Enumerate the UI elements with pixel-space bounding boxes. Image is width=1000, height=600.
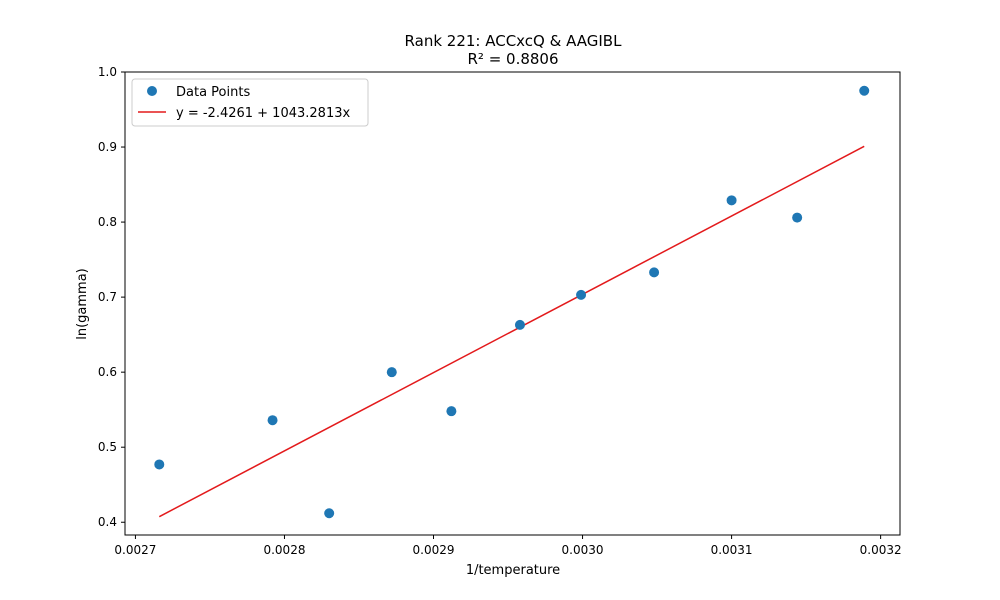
x-tick-label: 0.0032 (860, 543, 902, 557)
y-tick-label: 0.5 (98, 440, 117, 454)
y-tick-label: 0.8 (98, 215, 117, 229)
x-tick-label: 0.0027 (114, 543, 156, 557)
x-axis-ticks: 0.0027 0.0028 0.0029 0.0030 0.0031 0.0032 (114, 535, 902, 557)
plot-marks (154, 85, 870, 519)
fit-line (158, 145, 865, 518)
chart-title: Rank 221: ACCxcQ & AAGIBL (405, 32, 623, 50)
legend-box (131, 78, 369, 127)
y-tick-label: 0.7 (98, 290, 117, 304)
y-axis-label: ln(gamma) (75, 268, 90, 340)
legend-scatter-marker (147, 86, 157, 96)
data-point (514, 319, 525, 330)
y-tick-label: 0.6 (98, 365, 117, 379)
y-tick-label: 0.9 (98, 140, 117, 154)
x-axis-label: 1/temperature (466, 563, 560, 578)
data-point (649, 267, 660, 278)
data-point (792, 212, 803, 223)
x-tick-label: 0.0029 (413, 543, 455, 557)
data-point (576, 289, 587, 300)
legend-label-data-points: Data Points (176, 85, 250, 100)
legend-label-fit-line: y = -2.4261 + 1043.2813x (176, 106, 350, 121)
x-tick-label: 0.0031 (711, 543, 753, 557)
legend: Data Points y = -2.4261 + 1043.2813x (131, 78, 369, 127)
data-point (386, 367, 397, 378)
y-axis-ticks: 0.4 0.5 0.6 0.7 0.8 0.9 1.0 (98, 65, 125, 529)
chart-subtitle: R² = 0.8806 (467, 50, 558, 68)
x-tick-label: 0.0030 (562, 543, 604, 557)
x-tick-label: 0.0028 (263, 543, 305, 557)
data-point (267, 415, 278, 426)
data-point (726, 195, 737, 206)
data-point (446, 406, 457, 417)
data-point (154, 459, 165, 470)
y-tick-label: 0.4 (98, 515, 117, 529)
plot-frame (124, 71, 901, 536)
y-tick-label: 1.0 (98, 65, 117, 79)
data-point (324, 508, 335, 519)
data-point (859, 85, 870, 96)
